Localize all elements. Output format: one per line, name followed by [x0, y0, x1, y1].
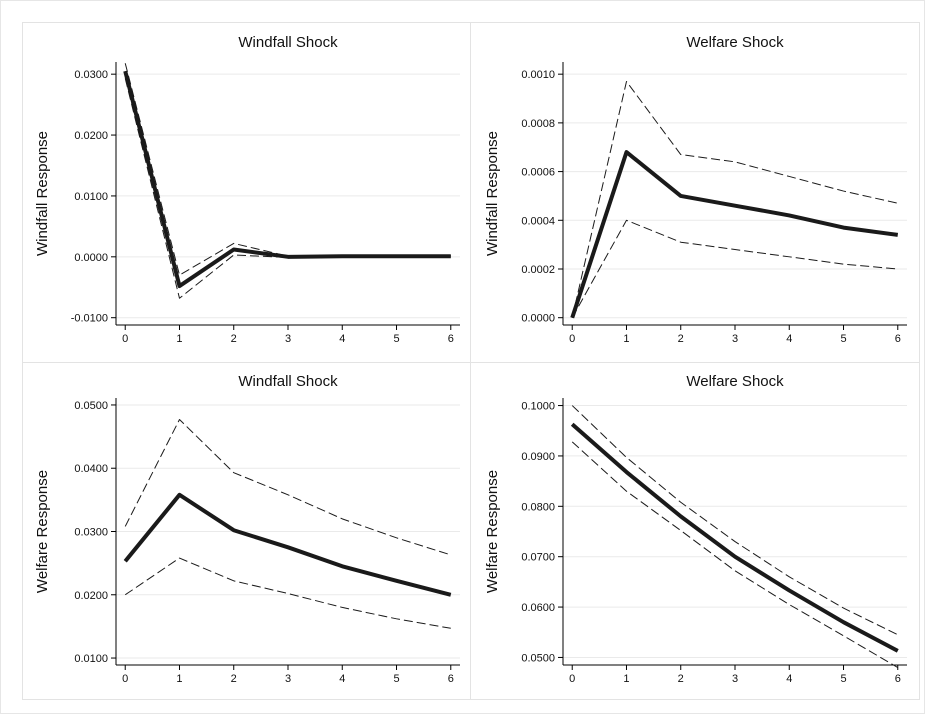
confidence-band	[571, 405, 898, 636]
x-tick-label: 1	[176, 673, 182, 685]
response-line	[570, 422, 899, 653]
x-tick-label: 2	[231, 673, 237, 685]
x-tick-label: 3	[732, 333, 738, 345]
x-tick-label: 3	[285, 673, 291, 685]
y-axis-label: Windfall Response	[484, 131, 501, 256]
y-tick-label: 0.0800	[521, 501, 555, 513]
chart-title: Windfall Shock	[238, 34, 338, 51]
y-tick-label: 0.0300	[74, 527, 108, 539]
y-tick-label: 0.0400	[74, 463, 108, 475]
y-tick-label: 0.0200	[74, 130, 108, 142]
y-tick-label: 0.0900	[521, 451, 555, 463]
x-tick-label: 5	[840, 333, 846, 345]
y-tick-label: 0.0100	[74, 191, 108, 203]
x-tick-label: 0	[122, 673, 128, 685]
y-axis-label: Welfare Response	[34, 470, 51, 593]
y-tick-label: 0.0500	[521, 652, 555, 664]
x-tick-label: 1	[623, 333, 629, 345]
x-tick-label: 3	[285, 333, 291, 345]
x-tick-label: 6	[448, 673, 454, 685]
y-tick-label: 0.0700	[521, 552, 555, 564]
y-tick-label: 0.0008	[521, 118, 555, 130]
chart-title: Welfare Shock	[686, 373, 784, 390]
x-tick-label: 0	[569, 333, 575, 345]
x-tick-label: 4	[786, 673, 792, 685]
confidence-band	[571, 441, 899, 668]
x-tick-label: 5	[840, 673, 846, 685]
x-tick-label: 6	[895, 673, 901, 685]
y-tick-label: 0.0500	[74, 400, 108, 412]
x-tick-label: 4	[339, 333, 345, 345]
chart-title: Windfall Shock	[238, 373, 338, 390]
response-line	[123, 70, 451, 289]
y-tick-label: 0.0004	[521, 215, 555, 227]
y-tick-label: 0.0002	[521, 264, 555, 276]
x-tick-label: 2	[231, 333, 237, 345]
confidence-band	[124, 557, 451, 629]
x-tick-label: 6	[448, 333, 454, 345]
confidence-band	[124, 419, 451, 556]
x-tick-label: 4	[786, 333, 792, 345]
x-tick-label: 0	[122, 333, 128, 345]
x-tick-label: 5	[393, 673, 399, 685]
y-axis-label: Welfare Response	[484, 470, 501, 593]
response-line	[570, 150, 899, 319]
confidence-band	[571, 80, 898, 318]
x-tick-label: 2	[678, 673, 684, 685]
x-tick-label: 0	[569, 673, 575, 685]
x-tick-label: 4	[339, 673, 345, 685]
y-tick-label: 0.0000	[74, 252, 108, 264]
y-tick-label: 0.1000	[521, 401, 555, 413]
x-tick-label: 6	[895, 333, 901, 345]
y-tick-label: 0.0100	[74, 653, 108, 665]
y-tick-label: 0.0006	[521, 167, 555, 179]
x-tick-label: 1	[623, 673, 629, 685]
confidence-band	[571, 219, 898, 318]
y-tick-label: 0.0010	[521, 69, 555, 81]
y-tick-label: 0.0600	[521, 602, 555, 614]
y-tick-label: 0.0300	[74, 69, 108, 81]
x-tick-label: 1	[176, 333, 182, 345]
x-tick-label: 5	[393, 333, 399, 345]
response-line	[123, 492, 452, 597]
y-tick-label: 0.0200	[74, 590, 108, 602]
y-tick-label: 0.0000	[521, 313, 555, 325]
x-tick-label: 2	[678, 333, 684, 345]
x-tick-label: 3	[732, 673, 738, 685]
chart-title: Welfare Shock	[686, 34, 784, 51]
y-axis-label: Windfall Response	[34, 131, 51, 256]
y-tick-label: -0.0100	[71, 313, 108, 325]
